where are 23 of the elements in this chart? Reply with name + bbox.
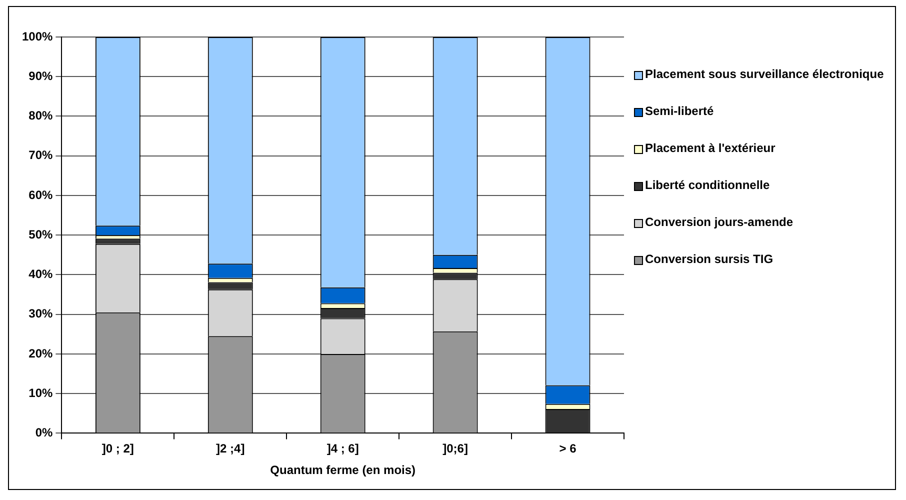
x-tick-label: ]4 ; 6] [326, 442, 359, 456]
legend-label: Placement à l'extérieur [645, 141, 776, 156]
legend-label: Liberté conditionnelle [645, 178, 770, 193]
legend-label: Placement sous surveillance électronique [645, 67, 884, 82]
legend-label: Conversion jours-amende [645, 215, 794, 230]
y-tick-label: 90% [28, 68, 54, 83]
legend-label: Conversion sursis TIG [645, 252, 774, 267]
y-tick-label: 40% [28, 267, 54, 282]
y-tick-label: 70% [28, 148, 54, 162]
x-tick-label: > 6 [559, 442, 577, 456]
x-axis-title: Quantum ferme (en mois) [270, 463, 416, 478]
y-tick-label: 20% [28, 346, 54, 360]
y-tick-label: 30% [28, 306, 54, 321]
y-tick-label: 0% [35, 426, 54, 440]
y-tick-label: 100% [22, 29, 54, 44]
legend-label: Semi-liberté [645, 104, 714, 119]
y-tick-label: 10% [28, 386, 54, 400]
x-tick-label: ]0;6] [442, 442, 468, 456]
x-tick-label: ]2 ;4] [216, 442, 245, 456]
y-tick-label: 80% [28, 108, 54, 123]
y-tick-label: 60% [28, 188, 54, 202]
y-tick-label: 50% [28, 227, 54, 242]
x-tick-label: ]0 ; 2] [102, 442, 134, 456]
